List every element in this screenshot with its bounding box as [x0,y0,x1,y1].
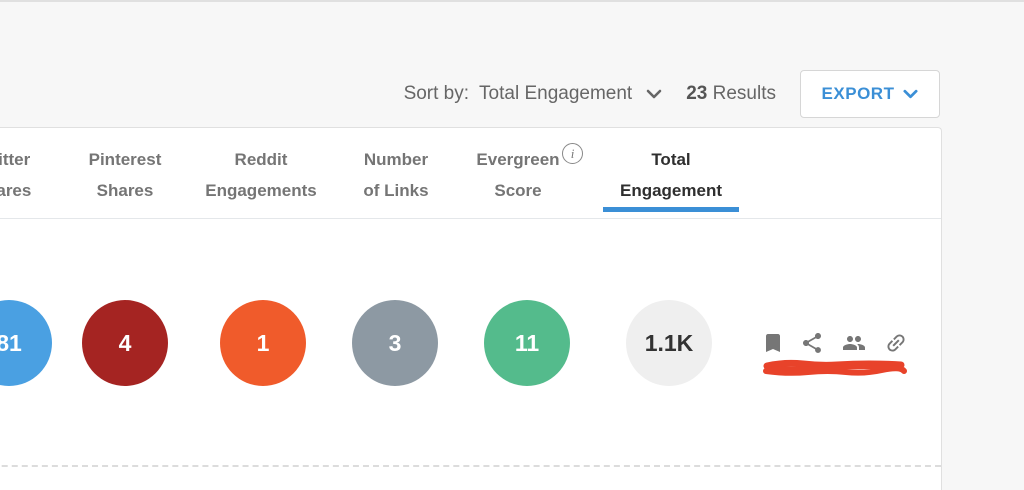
column-label: Evergreen [476,150,560,169]
column-label: Number [363,150,429,169]
number-of-links-badge: 3 [352,300,438,386]
export-button-label: EXPORT [821,84,895,103]
column-label: of Links [363,181,429,200]
evergreen-score-badge: 11 [484,300,570,386]
chevron-down-icon [903,89,918,99]
chevron-down-icon [646,89,662,99]
column-label: Reddit [234,150,288,169]
column-header-evergreen-score[interactable]: Evergreen Score i [448,143,588,206]
column-label: Shares [96,181,154,200]
info-icon[interactable]: i [562,143,583,164]
pinterest-shares-value: 4 [118,329,132,356]
column-label: Engagements [205,181,317,200]
users-icon[interactable] [839,331,869,355]
column-header-reddit-engagements[interactable]: Reddit Engagements [191,144,331,206]
share-icon[interactable] [800,331,824,355]
column-label: Engagement [619,181,723,200]
row-actions [761,331,908,355]
column-label: Score [494,181,542,200]
pinterest-shares-badge: 4 [82,300,168,386]
column-header-number-of-links[interactable]: Number of Links [326,144,466,206]
redacted-text-scribble [763,359,907,376]
sort-by-dropdown[interactable]: Sort by: Total Engagement [404,83,663,105]
row-divider [0,465,941,467]
total-engagement-value: 1.1K [644,329,694,356]
export-button[interactable]: EXPORT [800,70,940,118]
twitter-shares-badge: 81 [0,300,52,386]
column-label: Shares [0,181,32,200]
number-of-links-value: 3 [388,329,402,356]
column-label: Total [651,150,691,169]
reddit-engagements-badge: 1 [220,300,306,386]
evergreen-score-value: 11 [514,329,540,356]
column-header-twitter-shares[interactable]: Twitter Shares [0,144,73,206]
column-label: Pinterest [88,150,162,169]
results-table-card: Twitter Shares Pinterest Shares Reddit E… [0,127,942,490]
active-column-underline [603,207,739,212]
link-icon[interactable] [884,331,908,355]
sort-by-value: Total Engagement [479,83,633,104]
results-count: 23 Results [686,83,776,105]
table-header-row: Twitter Shares Pinterest Shares Reddit E… [0,128,941,219]
column-label: Twitter [0,150,31,169]
top-divider [0,0,1024,2]
bookmark-icon[interactable] [761,331,785,355]
results-toolbar: Sort by: Total Engagement 23 Results EXP… [404,70,940,118]
reddit-engagements-value: 1 [256,329,270,356]
results-count-number: 23 [686,83,708,104]
results-count-label: Results [712,83,776,104]
sort-by-label: Sort by: [403,83,470,104]
column-header-total-engagement[interactable]: Total Engagement [601,144,741,212]
total-engagement-badge: 1.1K [626,300,712,386]
twitter-shares-value: 81 [0,329,22,356]
column-header-pinterest-shares[interactable]: Pinterest Shares [55,144,195,206]
